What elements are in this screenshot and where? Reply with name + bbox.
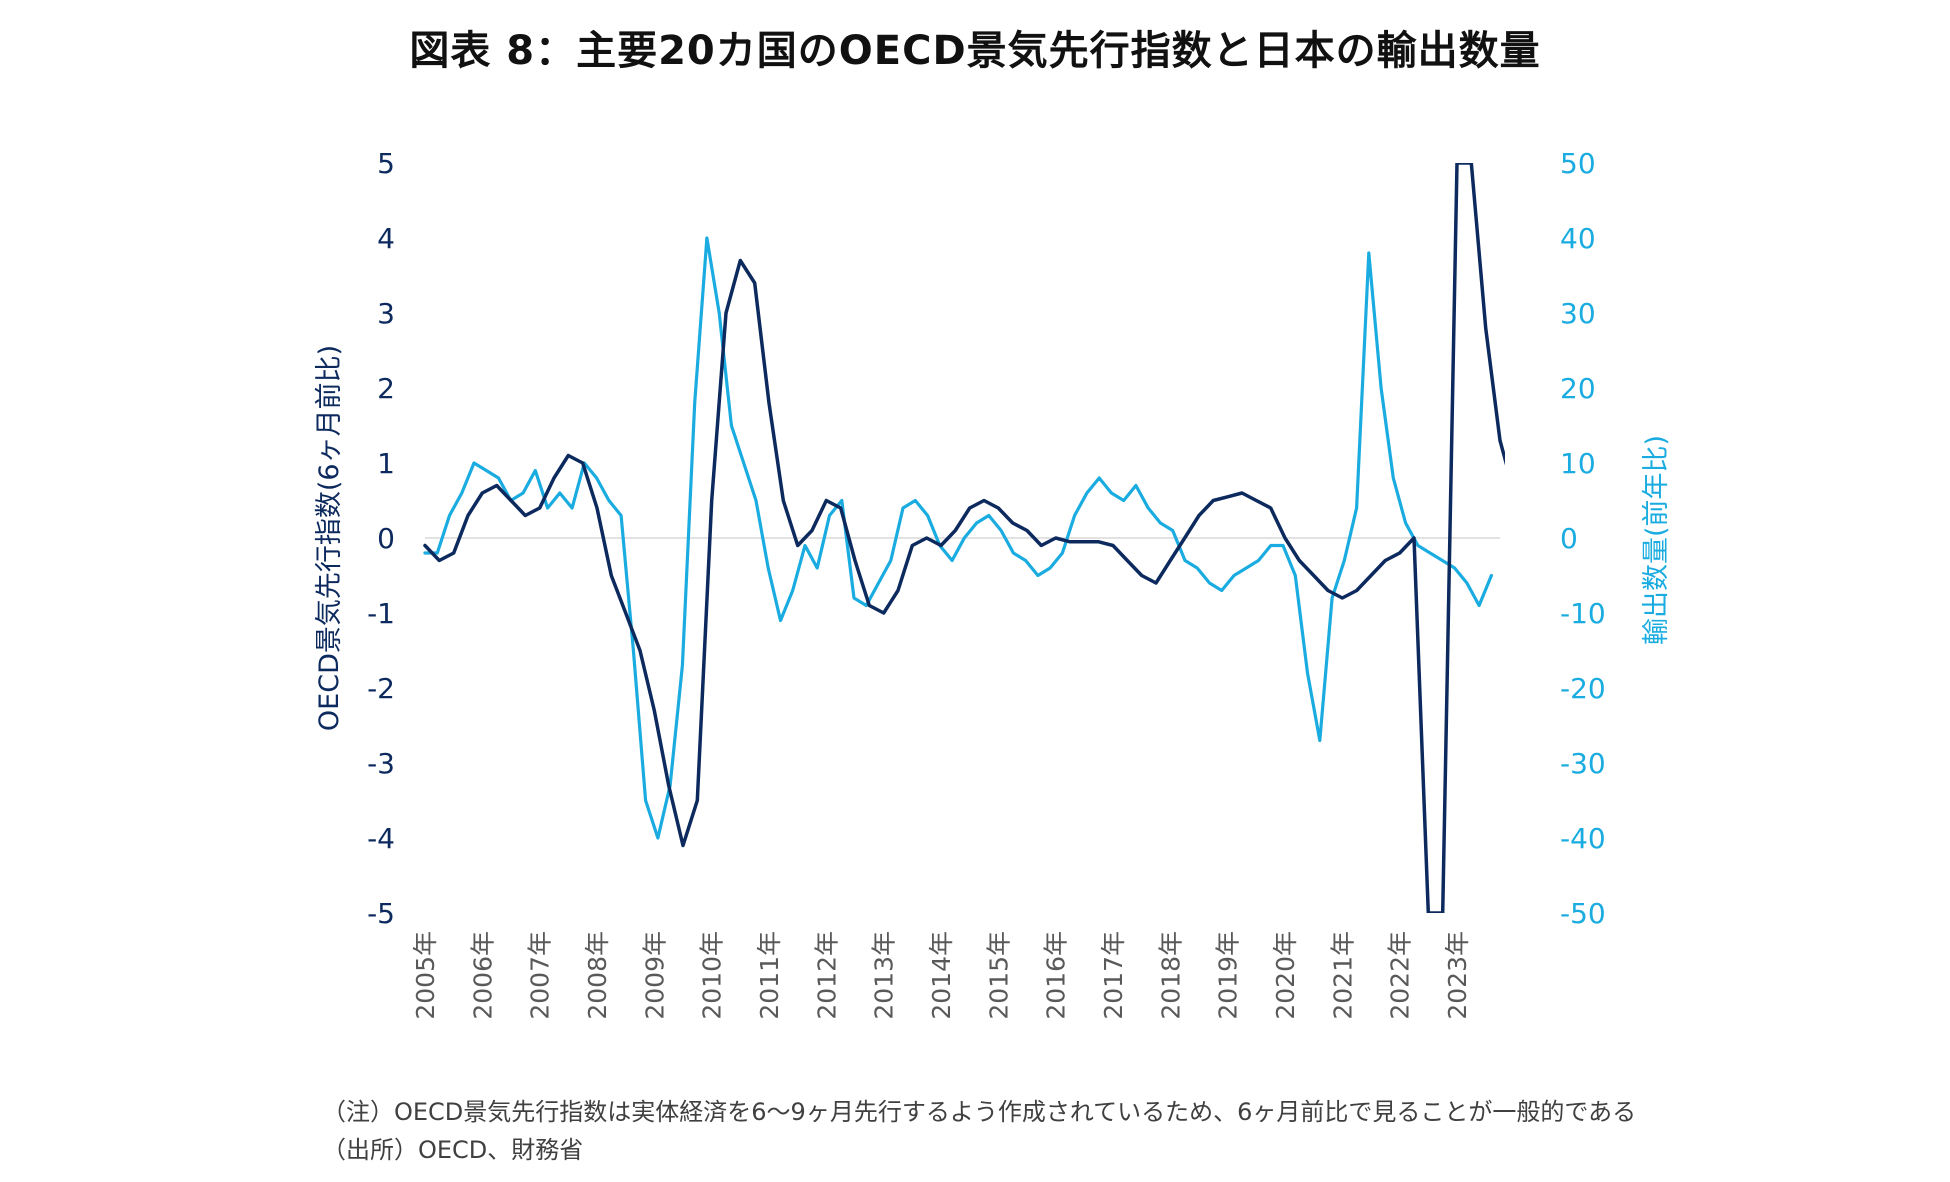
right-tick-label: -20 <box>1560 672 1606 705</box>
right-axis-ticks: 50 40 30 20 10 0 -10 -20 -30 -40 -50 <box>1560 147 1606 930</box>
right-tick-label: 40 <box>1560 222 1596 255</box>
left-tick-label: 2 <box>377 372 395 405</box>
left-tick-label: 3 <box>377 297 395 330</box>
right-tick-label: 20 <box>1560 372 1596 405</box>
chart-title: 図表 8：主要20カ国のOECD景気先行指数と日本の輸出数量 <box>409 28 1541 74</box>
x-tick-label: 2023年 <box>1443 931 1472 1020</box>
x-tick-label: 2022年 <box>1386 931 1415 1020</box>
right-tick-label: 30 <box>1560 297 1596 330</box>
x-tick-label: 2019年 <box>1214 931 1243 1020</box>
series-layer <box>423 163 1505 913</box>
left-tick-label: 0 <box>377 522 395 555</box>
x-tick-label: 2016年 <box>1042 931 1071 1020</box>
x-axis-ticks: 2005年 2006年 2007年 2008年 2009年 2010年 2011年 2012年… <box>411 931 1472 1020</box>
x-tick-label: 2018年 <box>1156 931 1185 1020</box>
right-tick-label: 0 <box>1560 522 1578 555</box>
x-tick-label: 2021年 <box>1328 931 1357 1020</box>
source-note: （出所）OECD、財務省 <box>322 1136 584 1164</box>
left-tick-label: 4 <box>377 222 395 255</box>
x-tick-label: 2006年 <box>468 931 497 1020</box>
right-tick-label: -10 <box>1560 597 1606 630</box>
left-tick-label: -4 <box>367 822 395 855</box>
x-tick-label: 2009年 <box>640 931 669 1020</box>
left-tick-label: -3 <box>367 747 395 780</box>
series-oecd-cli-line <box>423 163 1505 913</box>
series-export-volume-line <box>423 236 1494 840</box>
x-tick-label: 2015年 <box>984 931 1013 1020</box>
left-tick-label: 5 <box>377 147 395 180</box>
right-tick-label: 50 <box>1560 147 1596 180</box>
x-tick-label: 2011年 <box>755 931 784 1020</box>
right-tick-label: -50 <box>1560 897 1606 930</box>
left-axis-ticks: 5 4 3 2 1 0 -1 -2 -3 -4 -5 <box>367 147 395 930</box>
left-tick-label: -5 <box>367 897 395 930</box>
x-tick-label: 2010年 <box>698 931 727 1020</box>
x-tick-label: 2020年 <box>1271 931 1300 1020</box>
x-tick-label: 2008年 <box>583 931 612 1020</box>
x-tick-label: 2005年 <box>411 931 440 1020</box>
right-axis-title: 輸出数量(前年比) <box>1641 435 1672 645</box>
left-tick-label: 1 <box>377 447 395 480</box>
right-tick-label: 10 <box>1560 447 1596 480</box>
left-tick-label: -1 <box>367 597 395 630</box>
footnote: （注）OECD景気先行指数は実体経済を6～9ヶ月先行するよう作成されているため、… <box>322 1098 1637 1126</box>
x-tick-label: 2013年 <box>870 931 899 1020</box>
x-tick-label: 2007年 <box>526 931 555 1020</box>
right-tick-label: -40 <box>1560 822 1606 855</box>
right-tick-label: -30 <box>1560 747 1606 780</box>
x-tick-label: 2012年 <box>812 931 841 1020</box>
x-tick-label: 2017年 <box>1099 931 1128 1020</box>
left-axis-title: OECD景気先行指数(6ヶ月前比) <box>314 345 345 731</box>
left-tick-label: -2 <box>367 672 395 705</box>
x-tick-label: 2014年 <box>927 931 956 1020</box>
